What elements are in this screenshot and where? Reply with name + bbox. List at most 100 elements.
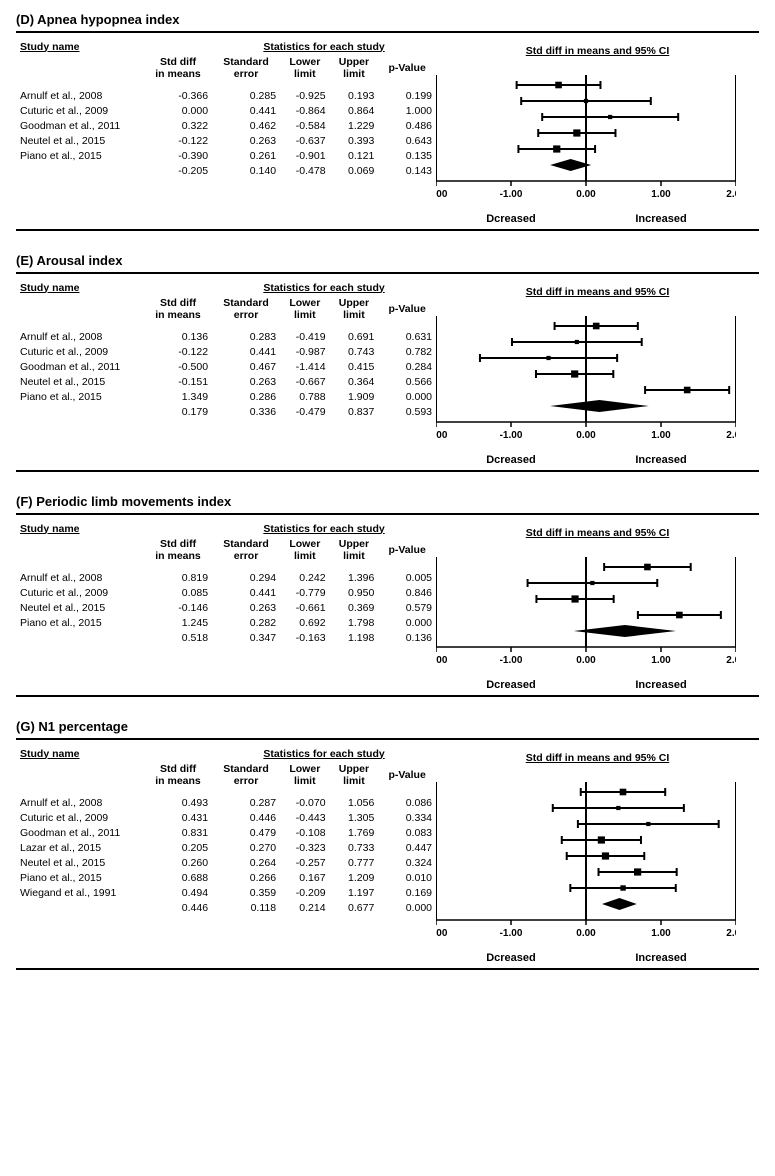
lower: -0.479 [280, 404, 329, 419]
upper: 0.733 [330, 840, 379, 855]
study-name: Piano et al., 2015 [16, 615, 144, 630]
divider [16, 31, 759, 33]
ci-title: Std diff in means and 95% CI [436, 286, 759, 298]
lower: -0.925 [280, 88, 329, 103]
col-stddiff: Std diffin means [144, 761, 212, 788]
p-value: 0.579 [378, 600, 436, 615]
p-value: 0.199 [378, 88, 436, 103]
svg-text:-2.00: -2.00 [436, 189, 448, 200]
study-row: Wiegand et al., 1991 0.494 0.359 -0.209 … [16, 885, 436, 900]
study-row: Arnulf et al., 2008 0.136 0.283 -0.419 0… [16, 329, 436, 344]
svg-text:0.00: 0.00 [576, 189, 596, 200]
std-diff: -0.146 [144, 600, 212, 615]
study-name: Wiegand et al., 1991 [16, 885, 144, 900]
axis-left-label: Dcreased [436, 213, 586, 225]
study-name: Piano et al., 2015 [16, 389, 144, 404]
p-value: 0.486 [378, 118, 436, 133]
col-study: Study name [16, 39, 144, 54]
divider [16, 470, 759, 472]
summary-row: -0.205 0.140 -0.478 0.069 0.143 [16, 163, 436, 178]
upper: 1.229 [330, 118, 379, 133]
p-value: 0.010 [378, 870, 436, 885]
std-diff: 0.688 [144, 870, 212, 885]
divider [16, 968, 759, 970]
upper: 0.743 [330, 344, 379, 359]
stats-table: Study name Statistics for each study Std… [16, 746, 436, 915]
p-value: 0.136 [378, 630, 436, 645]
panel-D: (D) Apnea hypopnea index Study name Stat… [16, 12, 759, 231]
col-stats-group: Statistics for each study [212, 280, 436, 295]
col-se: Standarderror [212, 761, 280, 788]
p-value: 0.593 [378, 404, 436, 419]
study-row: Goodman et al., 2011 0.322 0.462 -0.584 … [16, 118, 436, 133]
col-study: Study name [16, 521, 144, 536]
se: 0.264 [212, 855, 280, 870]
upper: 1.769 [330, 825, 379, 840]
p-value: 0.005 [378, 570, 436, 585]
p-value: 0.000 [378, 615, 436, 630]
p-value: 0.169 [378, 885, 436, 900]
upper: 0.415 [330, 359, 379, 374]
p-value: 0.334 [378, 810, 436, 825]
std-diff: 0.000 [144, 103, 212, 118]
col-p: p-Value [378, 295, 436, 322]
std-diff: -0.366 [144, 88, 212, 103]
lower: -0.864 [280, 103, 329, 118]
std-diff: 0.446 [144, 900, 212, 915]
study-name: Neutel et al., 2015 [16, 133, 144, 148]
divider [16, 272, 759, 274]
summary-row: 0.179 0.336 -0.479 0.837 0.593 [16, 404, 436, 419]
lower: -0.478 [280, 163, 329, 178]
se: 0.285 [212, 88, 280, 103]
study-row: Neutel et al., 2015 -0.151 0.263 -0.667 … [16, 374, 436, 389]
lower: -0.901 [280, 148, 329, 163]
study-row: Cuturic et al., 2009 0.431 0.446 -0.443 … [16, 810, 436, 825]
se: 0.270 [212, 840, 280, 855]
p-value: 0.000 [378, 389, 436, 404]
axis-right-label: Increased [586, 213, 736, 225]
stats-table: Study name Statistics for each study Std… [16, 280, 436, 419]
study-row: Arnulf et al., 2008 0.493 0.287 -0.070 1… [16, 795, 436, 810]
upper: 0.950 [330, 585, 379, 600]
study-row: Arnulf et al., 2008 0.819 0.294 0.242 1.… [16, 570, 436, 585]
study-row: Piano et al., 2015 1.245 0.282 0.692 1.7… [16, 615, 436, 630]
study-row: Cuturic et al., 2009 0.085 0.441 -0.779 … [16, 585, 436, 600]
lower: -0.584 [280, 118, 329, 133]
std-diff: -0.205 [144, 163, 212, 178]
p-value: 0.447 [378, 840, 436, 855]
study-row: Piano et al., 2015 0.688 0.266 0.167 1.2… [16, 870, 436, 885]
std-diff: 0.831 [144, 825, 212, 840]
lower: -0.323 [280, 840, 329, 855]
svg-text:-1.00: -1.00 [500, 928, 523, 939]
study-row: Piano et al., 2015 1.349 0.286 0.788 1.9… [16, 389, 436, 404]
study-name: Goodman et al., 2011 [16, 118, 144, 133]
study-row: Lazar et al., 2015 0.205 0.270 -0.323 0.… [16, 840, 436, 855]
study-name: Cuturic et al., 2009 [16, 585, 144, 600]
ci-title: Std diff in means and 95% CI [436, 752, 759, 764]
stats-table: Study name Statistics for each study Std… [16, 521, 436, 645]
study-row: Cuturic et al., 2009 -0.122 0.441 -0.987… [16, 344, 436, 359]
col-stddiff: Std diffin means [144, 295, 212, 322]
study-name: Cuturic et al., 2009 [16, 103, 144, 118]
panel-title: (F) Periodic limb movements index [16, 494, 759, 509]
study-name: Arnulf et al., 2008 [16, 329, 144, 344]
upper: 0.393 [330, 133, 379, 148]
se: 0.462 [212, 118, 280, 133]
lower: -0.419 [280, 329, 329, 344]
lower: 0.788 [280, 389, 329, 404]
forest-plot: -2.00-1.000.001.002.00 [436, 75, 736, 211]
se: 0.266 [212, 870, 280, 885]
forest-plot: -2.00-1.000.001.002.00 [436, 782, 736, 950]
divider [16, 229, 759, 231]
p-value: 0.324 [378, 855, 436, 870]
svg-text:1.00: 1.00 [651, 655, 671, 666]
svg-text:-2.00: -2.00 [436, 928, 448, 939]
col-se: Standarderror [212, 295, 280, 322]
study-name: Cuturic et al., 2009 [16, 344, 144, 359]
se: 0.441 [212, 103, 280, 118]
p-value: 0.631 [378, 329, 436, 344]
std-diff: 1.349 [144, 389, 212, 404]
upper: 0.864 [330, 103, 379, 118]
se: 0.118 [212, 900, 280, 915]
std-diff: 0.493 [144, 795, 212, 810]
